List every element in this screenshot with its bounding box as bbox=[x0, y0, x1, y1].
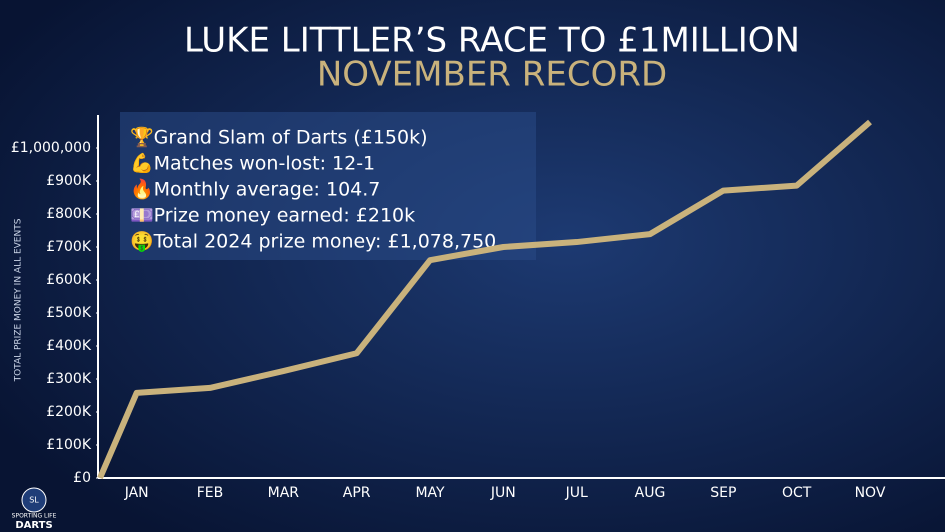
x-tick-label: FEB bbox=[197, 485, 224, 501]
logo-text: DARTS bbox=[15, 520, 52, 531]
x-tick-label: APR bbox=[343, 485, 371, 501]
y-tick-label: £600K bbox=[46, 272, 92, 288]
logo-text: SPORTING LIFE bbox=[12, 513, 57, 520]
logo-badge-text: SL bbox=[29, 496, 39, 505]
y-tick-label: £800K bbox=[46, 206, 92, 222]
chart-title: LUKE LITTLER’S RACE TO £1MILLION bbox=[184, 21, 800, 61]
info-box bbox=[120, 112, 536, 260]
x-tick-label: JUL bbox=[565, 485, 588, 501]
info-line: 🏆Grand Slam of Darts (£150k) bbox=[130, 126, 428, 149]
y-axis-label: TOTAL PRIZE MONEY IN ALL EVENTS bbox=[14, 218, 24, 382]
x-tick-label: AUG bbox=[635, 485, 666, 501]
info-line: 💷Prize money earned: £210k bbox=[130, 205, 415, 227]
y-tick-label: £400K bbox=[46, 338, 92, 354]
y-tick-label: £200K bbox=[46, 404, 92, 420]
y-tick-label: £500K bbox=[46, 305, 92, 321]
logo-badge bbox=[21, 487, 47, 513]
data-line bbox=[97, 119, 872, 480]
y-tick-label: £700K bbox=[46, 239, 92, 255]
y-tick-label: £0 bbox=[73, 470, 91, 486]
y-tick-label: £900K bbox=[46, 173, 92, 189]
chart-subtitle: NOVEMBER RECORD bbox=[317, 55, 667, 95]
x-tick-label: OCT bbox=[782, 485, 812, 501]
info-line: 🤑Total 2024 prize money: £1,078,750 bbox=[130, 231, 496, 253]
y-tick-label: £100K bbox=[46, 437, 92, 453]
y-tick-label: £300K bbox=[46, 371, 92, 387]
y-tick-label: £1,000,000 bbox=[11, 140, 91, 156]
info-line: 💪Matches won-lost: 12-1 bbox=[130, 152, 375, 175]
x-tick-label: NOV bbox=[855, 485, 886, 501]
x-tick-label: SEP bbox=[710, 485, 736, 501]
info-line: 🔥Monthly average: 104.7 bbox=[130, 178, 380, 201]
x-tick-label: JUN bbox=[490, 485, 516, 501]
x-tick-label: MAR bbox=[268, 485, 300, 501]
x-tick-label: JAN bbox=[124, 485, 149, 501]
x-tick-label: MAY bbox=[415, 485, 445, 501]
